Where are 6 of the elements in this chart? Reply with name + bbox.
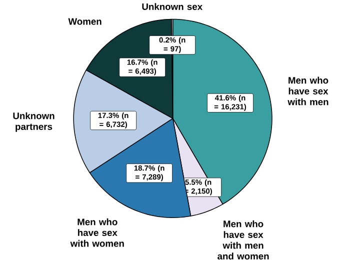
slice-label: Men who have sex with men and women xyxy=(218,220,269,260)
slice-label: Men who have sex with women xyxy=(70,218,124,247)
slice-label: Unknown partners xyxy=(13,112,54,132)
slice-label: Men who have sex with men xyxy=(288,76,328,106)
slice-label: Women xyxy=(68,18,102,25)
slice-label: Unknown sex xyxy=(142,3,202,10)
